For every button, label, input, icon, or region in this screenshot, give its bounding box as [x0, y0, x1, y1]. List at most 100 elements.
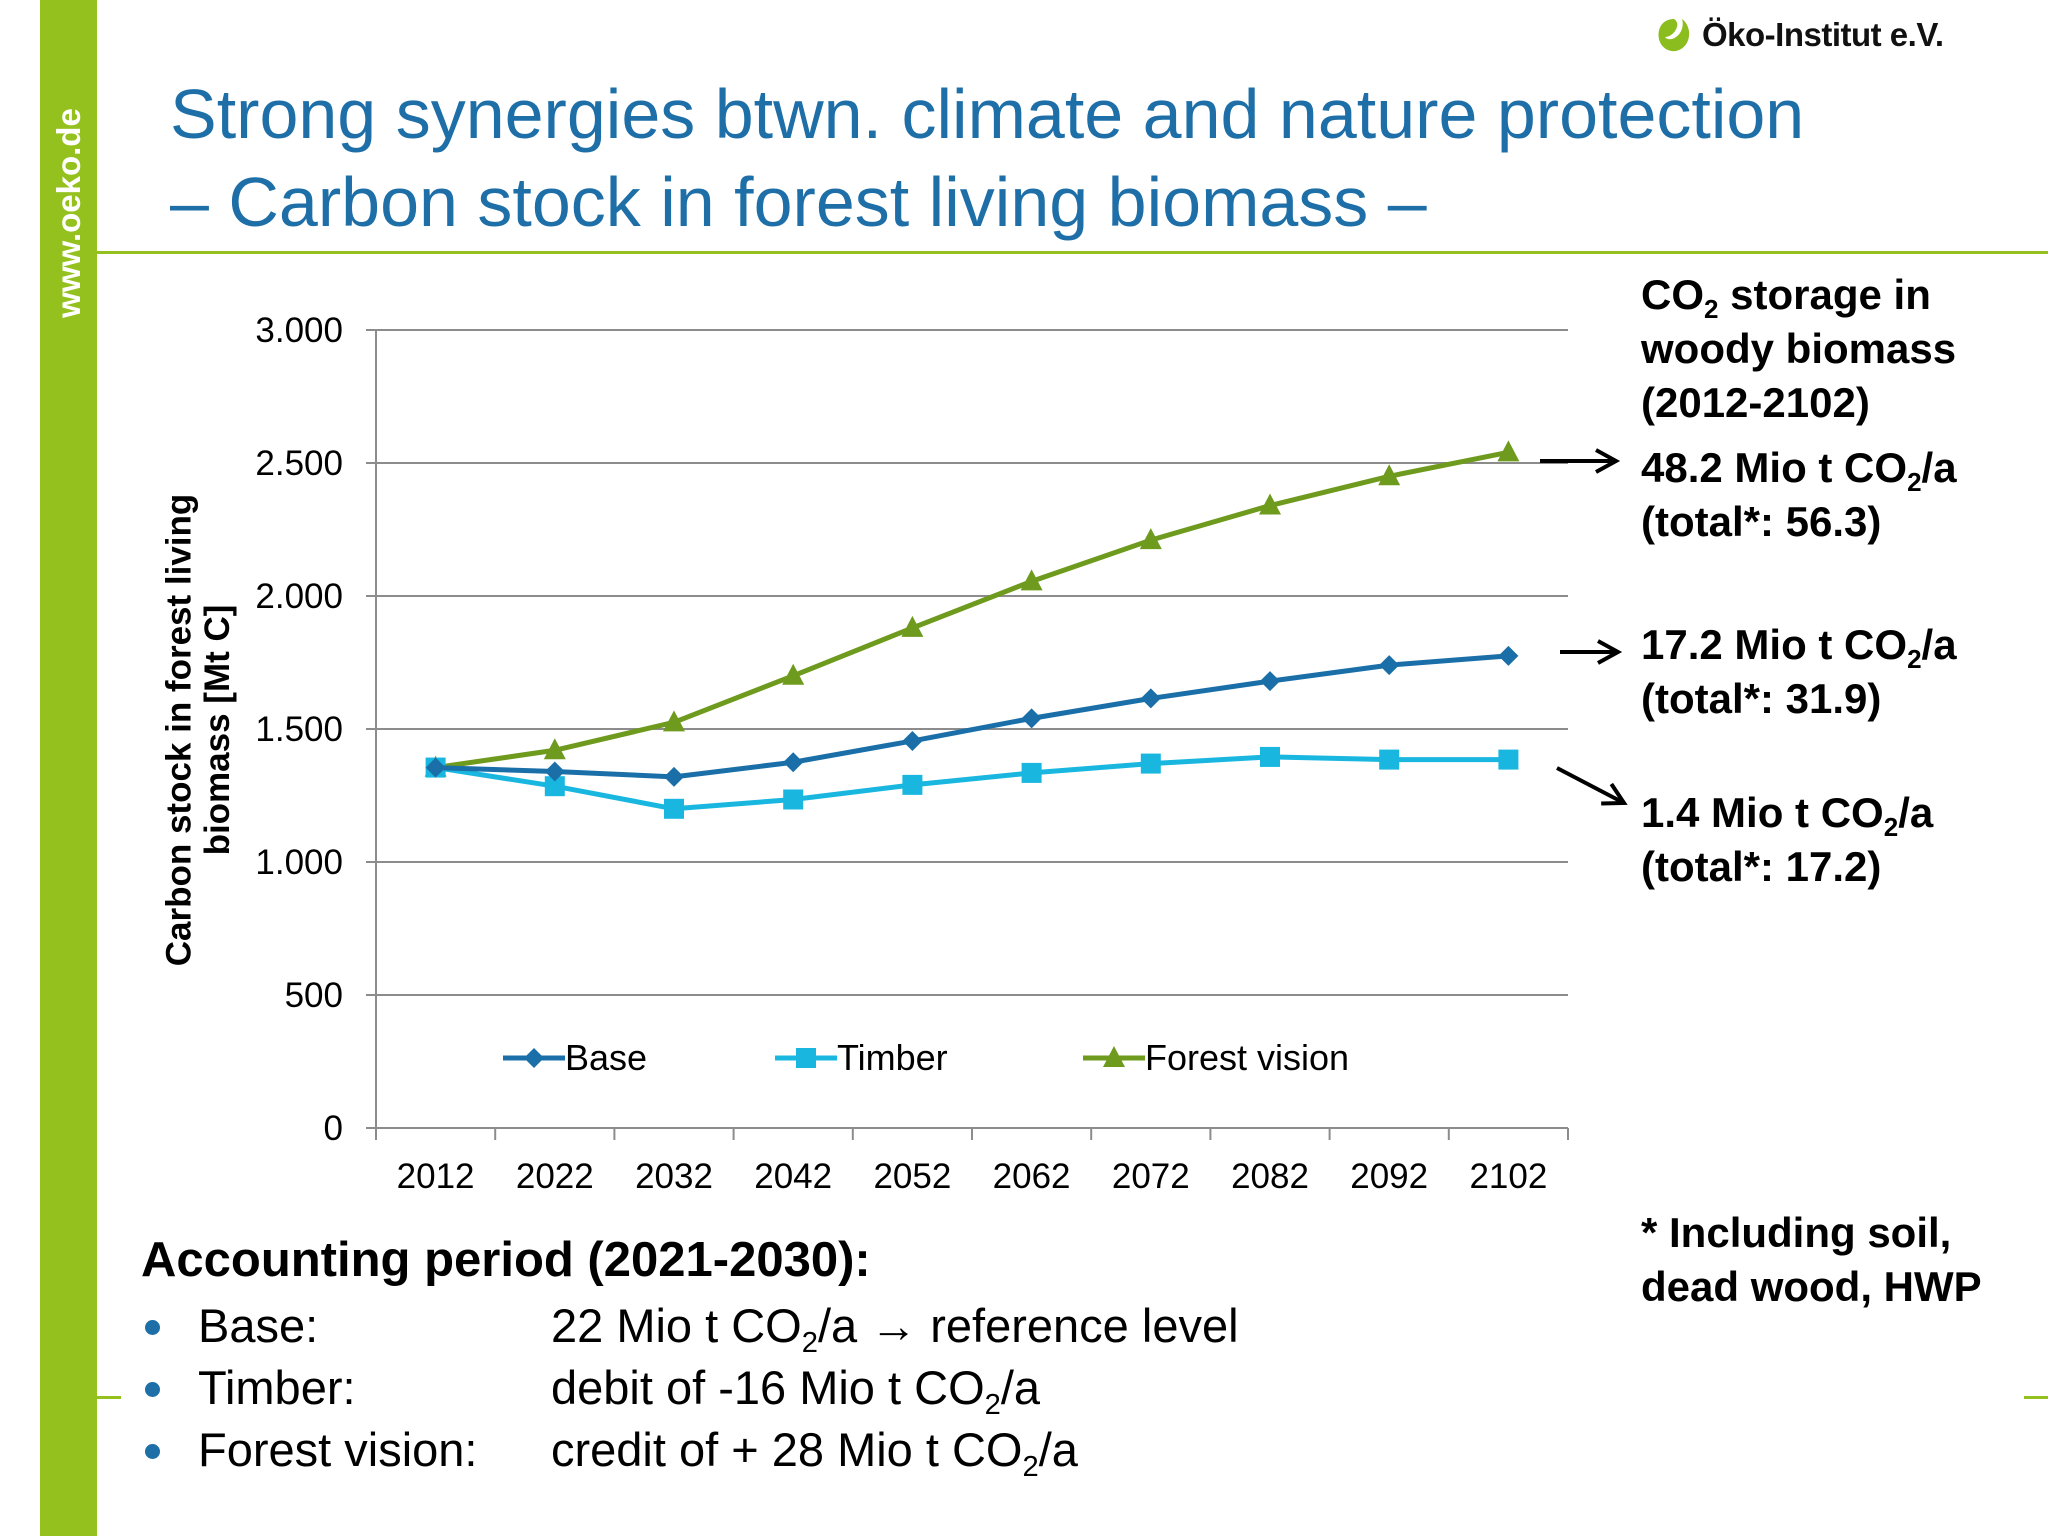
- data-point-forest-vision: [1378, 464, 1401, 486]
- legend-label-timber: Timber: [837, 1037, 948, 1078]
- side-heading: CO2 storage in woody biomass (2012-2102): [1641, 268, 1956, 430]
- data-point-base: [1379, 655, 1400, 676]
- footer-divider-left: [97, 1396, 121, 1399]
- anno-total: (total*: 17.2): [1641, 843, 1882, 890]
- legend-marker-timber: [796, 1048, 816, 1068]
- data-point-base: [902, 730, 923, 751]
- y-tick-label: 3.000: [255, 311, 343, 350]
- x-tick-label: 2072: [1112, 1157, 1190, 1196]
- data-point-base: [1140, 688, 1161, 709]
- bullet-icon: [145, 1444, 160, 1459]
- x-tick-label: 2102: [1469, 1157, 1547, 1196]
- data-point-timber: [1260, 746, 1280, 767]
- accounting-value: credit of + 28 Mio t CO2/a: [551, 1422, 1078, 1482]
- arrow-base-head: [1597, 639, 1623, 665]
- annotation-arrows: [1540, 448, 1628, 806]
- data-point-timber: [1021, 762, 1042, 783]
- heading-line-2: woody biomass: [1641, 325, 1957, 372]
- data-point-timber: [544, 776, 565, 797]
- chart-series: [424, 440, 1520, 819]
- data-point-base: [1021, 708, 1042, 729]
- anno-value: 17.2 Mio t CO: [1641, 621, 1908, 668]
- data-point-forest-vision: [901, 615, 924, 637]
- accounting-value-unit: /a → reference level: [817, 1299, 1239, 1352]
- legend-label-forest-vision: Forest vision: [1145, 1037, 1349, 1078]
- accounting-heading: Accounting period (2021-2030):: [141, 1233, 871, 1287]
- accounting-value: debit of -16 Mio t CO2/a: [551, 1360, 1041, 1420]
- anno-unit: /a: [1921, 444, 1957, 491]
- y-tick-label: 500: [285, 976, 343, 1015]
- arrow-timber-head: [1601, 782, 1628, 806]
- y-tick-label: 2.000: [255, 577, 343, 616]
- x-tick-label: 2082: [1231, 1157, 1309, 1196]
- series-line-base: [435, 653, 1509, 780]
- heading-sub: 2: [1704, 294, 1719, 325]
- chart-axes: 0 500 1.000 1.500 2.000 2.500 3.000 2012 2022 203…: [255, 311, 1569, 1196]
- footnote-line-1: * Including soil,: [1641, 1209, 1952, 1256]
- x-tick-label: 2052: [873, 1157, 951, 1196]
- data-point-timber: [1379, 749, 1400, 770]
- anno-value: 48.2 Mio t CO: [1641, 444, 1908, 491]
- y-tick-label: 0: [324, 1109, 343, 1148]
- anno-sub: 2: [1907, 644, 1922, 675]
- accounting-value-text: 22 Mio t CO: [551, 1299, 802, 1352]
- x-tick-label: 2062: [993, 1157, 1071, 1196]
- bullet-icon: [145, 1382, 160, 1397]
- annotation-forest-vision: 48.2 Mio t CO2/a (total*: 56.3): [1641, 441, 1957, 549]
- slide-title: Strong synergies btwn. climate and natur…: [170, 70, 1804, 246]
- data-point-forest-vision: [663, 710, 685, 732]
- anno-unit: /a: [1898, 789, 1934, 836]
- anno-total: (total*: 56.3): [1641, 498, 1882, 545]
- chart-legend: Base Timber Forest vision: [503, 1037, 1349, 1078]
- data-point-timber: [783, 789, 804, 810]
- footnote: * Including soil, dead wood, HWP: [1641, 1206, 1982, 1314]
- x-tick-label: 2022: [516, 1157, 594, 1196]
- data-point-timber: [664, 798, 684, 819]
- data-point-forest-vision: [1139, 528, 1162, 550]
- heading-co: CO: [1641, 271, 1704, 318]
- anno-sub: 2: [1907, 467, 1922, 498]
- accounting-value-unit: /a: [1038, 1423, 1078, 1476]
- heading-line-3: (2012-2102): [1641, 379, 1870, 426]
- data-point-base: [1498, 645, 1519, 666]
- anno-total: (total*: 31.9): [1641, 675, 1882, 722]
- data-point-forest-vision: [1020, 569, 1043, 591]
- accounting-label: Forest vision:: [198, 1423, 478, 1476]
- logo-text: Öko-Institut e.V.: [1702, 16, 1944, 53]
- legend-marker-base: [524, 1048, 544, 1068]
- y-tick-label: 1.000: [255, 843, 343, 882]
- data-point-forest-vision: [1259, 493, 1281, 515]
- leaf-logo-icon: [1658, 19, 1690, 52]
- title-divider: [97, 251, 2048, 254]
- accounting-value-sub: 2: [1022, 1451, 1039, 1484]
- annotation-timber: 1.4 Mio t CO2/a (total*: 17.2): [1641, 786, 1933, 894]
- accounting-value-text: credit of + 28 Mio t CO: [551, 1423, 1023, 1476]
- legend-marker-forest-vision: [1103, 1046, 1125, 1067]
- sidebar-bar: [40, 0, 97, 1536]
- anno-unit: /a: [1921, 621, 1957, 668]
- data-point-base: [544, 761, 565, 782]
- accounting-value-sub: 2: [984, 1389, 1001, 1422]
- data-point-base: [425, 757, 446, 778]
- series-line-timber: [435, 754, 1509, 812]
- footer-divider-right: [2024, 1396, 2048, 1399]
- footnote-line-2: dead wood, HWP: [1641, 1263, 1982, 1310]
- x-tick-label: 2012: [397, 1157, 475, 1196]
- data-point-base: [664, 766, 684, 787]
- anno-sub: 2: [1883, 812, 1899, 843]
- x-tick-label: 2032: [635, 1157, 713, 1196]
- accounting-value-sub: 2: [801, 1327, 818, 1360]
- logo: Öko-Institut e.V.: [1654, 14, 1944, 56]
- title-line-1: Strong synergies btwn. climate and natur…: [170, 75, 1805, 153]
- data-point-base: [1260, 671, 1280, 692]
- data-point-forest-vision: [543, 738, 566, 760]
- arrow-forest-vision-head: [1595, 448, 1621, 474]
- accounting-value-unit: /a: [1000, 1361, 1041, 1414]
- heading-post: storage in: [1718, 271, 1931, 318]
- data-point-timber: [902, 774, 923, 795]
- title-line-2: – Carbon stock in forest living biomass …: [170, 163, 1427, 241]
- accounting-value-text: debit of -16 Mio t CO: [551, 1361, 985, 1414]
- data-point-timber: [1140, 753, 1161, 774]
- annotation-base: 17.2 Mio t CO2/a (total*: 31.9): [1641, 618, 1957, 726]
